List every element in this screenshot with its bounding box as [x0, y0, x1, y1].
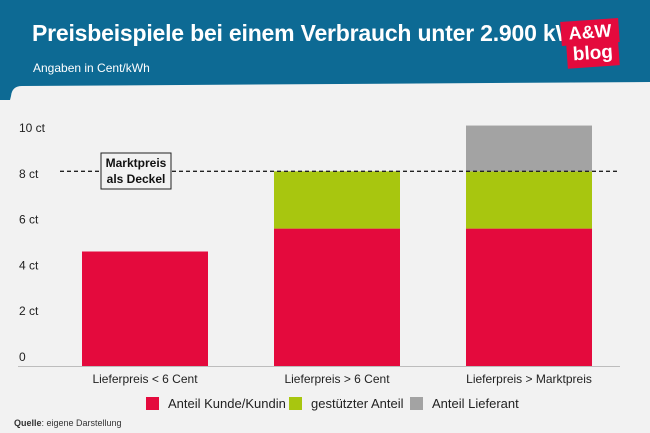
- bar-segment: [466, 228, 592, 366]
- page-subtitle: Angaben in Cent/kWh: [33, 61, 150, 75]
- x-tick-label: Lieferpreis > Marktpreis: [466, 372, 592, 386]
- source-label: Quelle: [14, 418, 42, 428]
- source-text: : eigene Darstellung: [41, 418, 122, 428]
- y-tick-label: 8 ct: [19, 167, 39, 181]
- y-tick-label: 10 ct: [19, 121, 46, 135]
- legend-label: gestützter Anteil: [311, 396, 404, 411]
- legend-item: Anteil Kunde/Kundin: [146, 396, 286, 411]
- legend-label: Anteil Kunde/Kundin: [168, 396, 286, 411]
- source-note: Quelle: eigene Darstellung: [14, 418, 122, 428]
- bar-segment: [466, 125, 592, 172]
- reference-label-line1: Marktpreis: [106, 156, 167, 170]
- bar-segment: [274, 228, 400, 366]
- legend-swatch: [146, 397, 159, 410]
- reference-label-line2: als Deckel: [107, 172, 166, 186]
- bar-segment: [274, 171, 400, 229]
- legend-item: Anteil Lieferant: [410, 396, 519, 411]
- page-title: Preisbeispiele bei einem Verbrauch unter…: [32, 20, 591, 46]
- y-tick-label: 2 ct: [19, 304, 39, 318]
- header-background: [0, 0, 650, 100]
- bar-segment: [82, 251, 208, 366]
- legend-swatch: [289, 397, 302, 410]
- reference-label-box: [100, 152, 172, 190]
- header-banner: [0, 0, 650, 100]
- x-tick-label: Lieferpreis > 6 Cent: [284, 372, 390, 386]
- bar-segment: [466, 171, 592, 229]
- legend-label: Anteil Lieferant: [432, 396, 519, 411]
- y-tick-label: 4 ct: [19, 258, 39, 272]
- y-tick-label: 0: [19, 350, 26, 364]
- x-tick-label: Lieferpreis < 6 Cent: [92, 372, 198, 386]
- legend-item: gestützter Anteil: [289, 396, 404, 411]
- legend-swatch: [410, 397, 423, 410]
- y-tick-label: 6 ct: [19, 213, 39, 227]
